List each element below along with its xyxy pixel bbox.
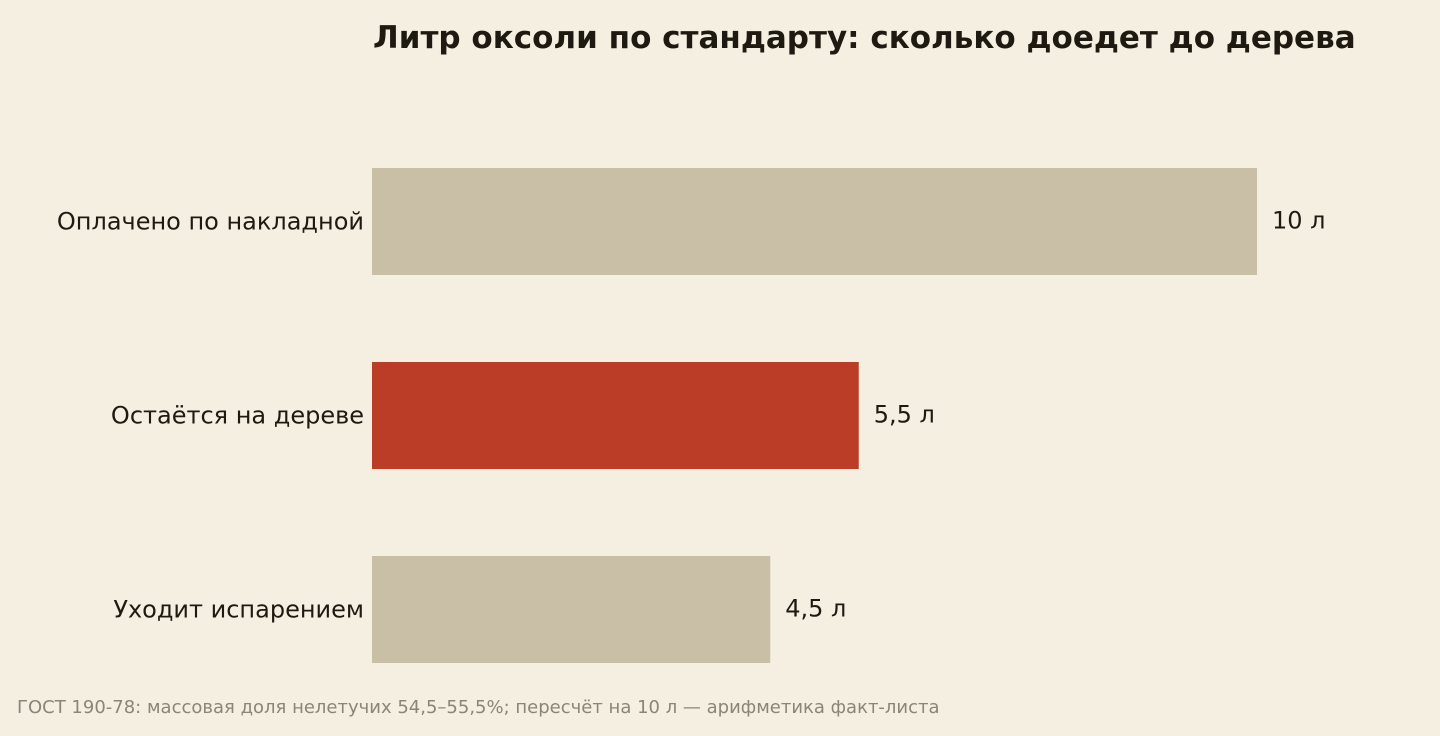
value-label-3: 4,5 л: [785, 595, 846, 623]
bar-2: [372, 362, 859, 469]
category-label-2: Остаётся на дереве: [111, 402, 364, 430]
category-label-1: Оплачено по накладной: [57, 208, 364, 236]
value-label-1: 10 л: [1272, 207, 1326, 235]
bar-1: [372, 168, 1257, 275]
bar-3: [372, 556, 771, 663]
category-label-3: Уходит испарением: [113, 596, 364, 624]
chart-title: Литр оксоли по стандарту: сколько доедет…: [373, 20, 1356, 56]
value-label-2: 5,5 л: [874, 401, 935, 429]
source-note: ГОСТ 190-78: массовая доля нелетучих 54,…: [17, 697, 940, 718]
